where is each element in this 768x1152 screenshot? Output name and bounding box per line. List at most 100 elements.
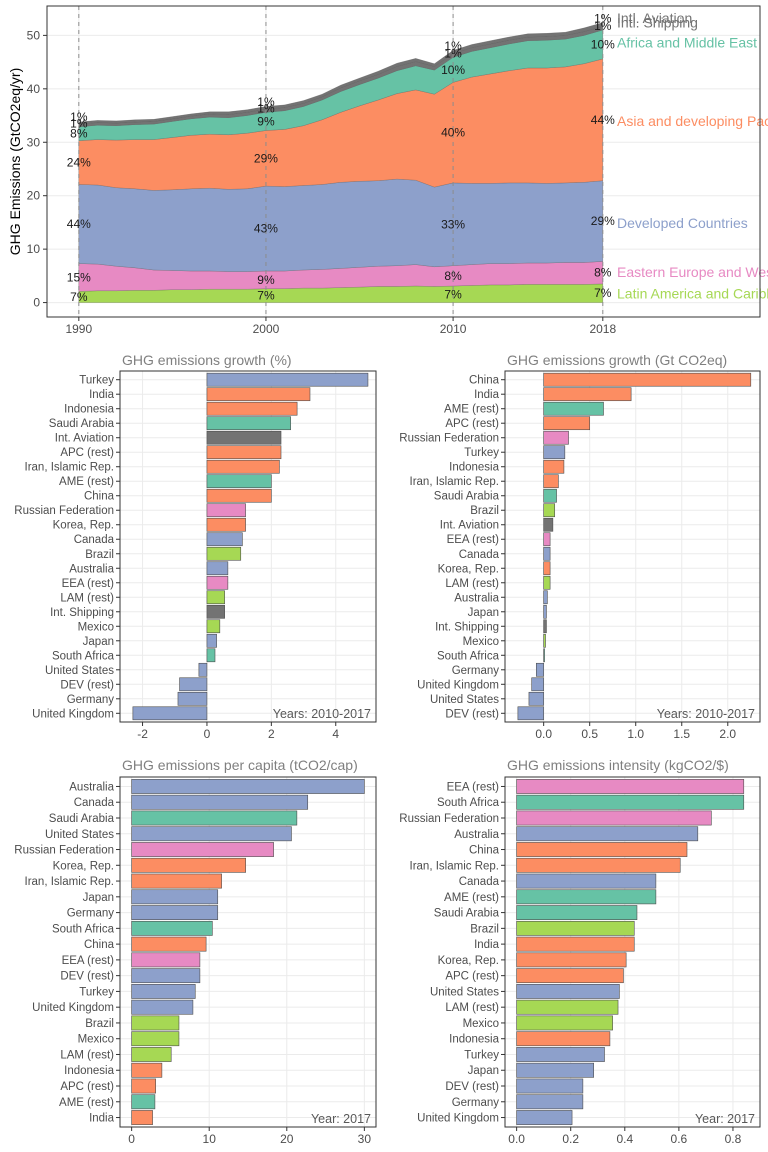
bar	[131, 889, 219, 905]
percent-label: 1%	[594, 19, 612, 33]
bar	[206, 503, 246, 518]
bar-category-label: LAM (rest)	[60, 592, 114, 604]
x-tick-label: 2.0	[719, 727, 736, 741]
bar-category-label: Canada	[74, 534, 115, 546]
bar	[206, 575, 229, 590]
bar	[516, 889, 657, 905]
bar-category-label: Turkey	[79, 375, 114, 387]
percent-label: 9%	[257, 273, 275, 287]
x-tick-label: 0.6	[671, 1132, 688, 1146]
bar-category-label: DEV (rest)	[445, 1081, 499, 1093]
bar	[516, 968, 624, 984]
bar-category-label: Turkey	[79, 986, 114, 998]
chart-title: GHG emissions growth (Gt CO2eq)	[507, 352, 727, 368]
bar-category-label: Turkey	[464, 447, 499, 459]
percent-label: 9%	[257, 114, 275, 128]
percent-label: 7%	[444, 287, 462, 301]
percent-label: 1%	[594, 11, 612, 25]
percent-label: 8%	[444, 269, 462, 283]
bar-chart-panel-3: GHG emissions per capita (tCO2/cap) Austr…	[14, 757, 377, 1146]
bar-category-label: Russian Federation	[14, 505, 114, 517]
bar	[528, 691, 544, 706]
bar-category-label: Canada	[459, 876, 500, 888]
bar	[131, 1015, 180, 1031]
bar	[516, 905, 638, 920]
bar-category-label: Iran, Islamic Rep.	[25, 462, 114, 474]
bar	[131, 999, 194, 1015]
chart-title: GHG emissions intensity (kgCO2/$)	[507, 757, 729, 773]
bar-category-label: China	[84, 491, 115, 503]
area-chart-panel: 010203040507%15%44%24%8%1%1%7%9%43%29%9%…	[7, 5, 768, 336]
bar-category-label: AME (rest)	[59, 476, 114, 488]
bar	[516, 810, 712, 826]
percent-label: 24%	[67, 156, 91, 170]
year-annotation: Year: 2017	[695, 1112, 755, 1126]
bar	[516, 984, 620, 999]
bar-category-label: Korea, Rep.	[438, 563, 499, 575]
bar-category-label: Int. Aviation	[440, 520, 499, 532]
bar	[516, 1094, 584, 1110]
bar	[206, 633, 217, 648]
bar	[179, 677, 208, 692]
bar	[516, 857, 681, 873]
percent-label: 10%	[441, 63, 465, 77]
bar-category-label: Iran, Islamic Rep.	[410, 476, 499, 488]
bar	[543, 561, 551, 576]
bar	[206, 546, 242, 561]
plot-border	[119, 776, 377, 1128]
bar	[131, 936, 207, 952]
percent-label: 10%	[591, 37, 615, 51]
percent-label: 1%	[444, 39, 462, 53]
y-tick-label: 20	[27, 189, 41, 203]
bar	[543, 416, 590, 431]
bar	[131, 1062, 163, 1078]
bar	[516, 1110, 573, 1125]
bar	[198, 662, 208, 677]
bar	[543, 590, 548, 605]
bar-category-label: Mexico	[78, 1034, 114, 1046]
bar-category-label: Saudi Arabia	[434, 491, 500, 503]
bar	[543, 575, 551, 590]
bar	[206, 619, 221, 634]
bar	[531, 677, 544, 692]
x-tick-label: 0.0	[535, 727, 552, 741]
bar	[543, 503, 556, 518]
bar-category-label: APC (rest)	[445, 418, 499, 430]
bar-category-label: AME (rest)	[444, 892, 499, 904]
bar-category-label: Korea, Rep.	[438, 955, 499, 967]
year-annotation: Years: 2010-2017	[657, 707, 755, 721]
bar-category-label: Saudi Arabia	[49, 418, 115, 430]
percent-label: 1%	[257, 95, 275, 109]
bar-category-label: EEA (rest)	[62, 578, 115, 590]
bar	[131, 905, 219, 920]
bar	[131, 873, 222, 889]
x-tick-label: 1990	[65, 322, 92, 336]
bar	[131, 1031, 180, 1047]
bar-category-label: APC (rest)	[445, 971, 499, 983]
y-tick-label: 0	[33, 296, 40, 310]
y-axis-title: GHG Emissions (GtCO2eq/yr)	[7, 68, 23, 255]
bar	[543, 445, 566, 460]
bar	[516, 794, 745, 810]
plot-border	[504, 370, 761, 723]
bar	[516, 1015, 613, 1031]
bar	[516, 1031, 611, 1047]
bar-category-label: Germany	[67, 908, 115, 920]
bar	[131, 842, 274, 857]
bar	[206, 387, 311, 402]
bar	[131, 857, 246, 873]
bar-category-label: Turkey	[464, 1049, 499, 1061]
percent-label: 44%	[67, 217, 91, 231]
bar	[516, 952, 627, 968]
bar	[516, 1062, 594, 1078]
y-tick-label: 30	[27, 135, 41, 149]
plot-border	[504, 776, 761, 1128]
bar	[206, 590, 225, 605]
bar-category-label: APC (rest)	[60, 1081, 114, 1093]
bar	[131, 1110, 153, 1125]
bar	[131, 1047, 172, 1062]
area-series-developed-countries	[78, 178, 604, 272]
bar	[206, 445, 282, 460]
bar	[516, 1078, 584, 1094]
